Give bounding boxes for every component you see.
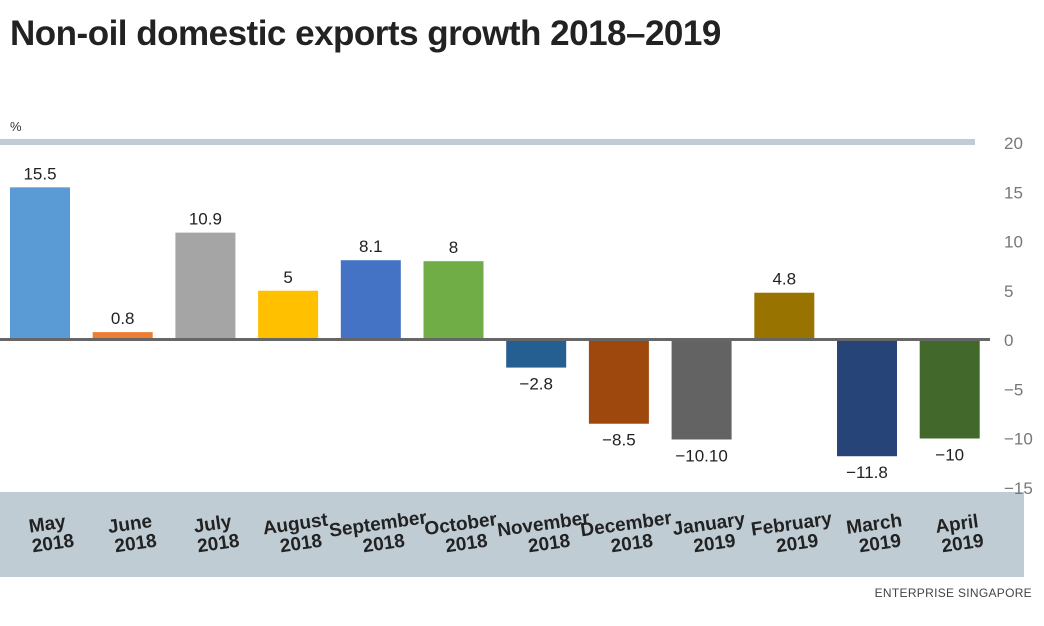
bar: [340, 260, 401, 340]
y-tick-label: 10: [1004, 233, 1023, 252]
y-tick-label: 0: [1004, 331, 1013, 350]
bar: [423, 261, 484, 340]
bar: [754, 292, 815, 340]
chart-title: Non-oil domestic exports growth 2018–201…: [10, 14, 721, 53]
bar: [837, 340, 897, 457]
y-tick-label: −15: [1004, 479, 1033, 498]
bar: [588, 340, 649, 424]
data-label: −10.10: [675, 446, 727, 465]
bar: [258, 290, 319, 340]
zero-line: [0, 338, 990, 341]
category-band: [0, 492, 1024, 577]
data-label: 8.1: [359, 237, 383, 256]
y-unit-label: %: [10, 119, 22, 134]
data-label: −8.5: [602, 431, 636, 450]
data-label: 5: [283, 268, 292, 287]
bar: [92, 332, 153, 340]
y-tick-label: 5: [1004, 282, 1013, 301]
data-label: 10.9: [189, 210, 222, 229]
data-label: −2.8: [519, 375, 553, 394]
data-label: −10: [935, 446, 964, 465]
bar: [175, 232, 236, 340]
source-credit: ENTERPRISE SINGAPORE: [874, 586, 1032, 600]
y-tick-label: −5: [1004, 380, 1023, 399]
bar: [671, 340, 732, 440]
data-label: 4.8: [772, 270, 796, 289]
data-label: 15.5: [23, 164, 56, 183]
data-label: 8: [449, 238, 458, 257]
top-gridline: [0, 139, 975, 145]
bar: [506, 340, 567, 368]
bar: [10, 187, 70, 340]
x-tick-label: April2019: [934, 511, 985, 558]
data-label: 0.8: [111, 309, 135, 328]
y-tick-label: −10: [1004, 430, 1033, 449]
bar: [919, 340, 980, 439]
y-tick-label: 15: [1004, 183, 1023, 202]
y-tick-label: 20: [1004, 134, 1023, 153]
data-label: −11.8: [846, 463, 888, 482]
